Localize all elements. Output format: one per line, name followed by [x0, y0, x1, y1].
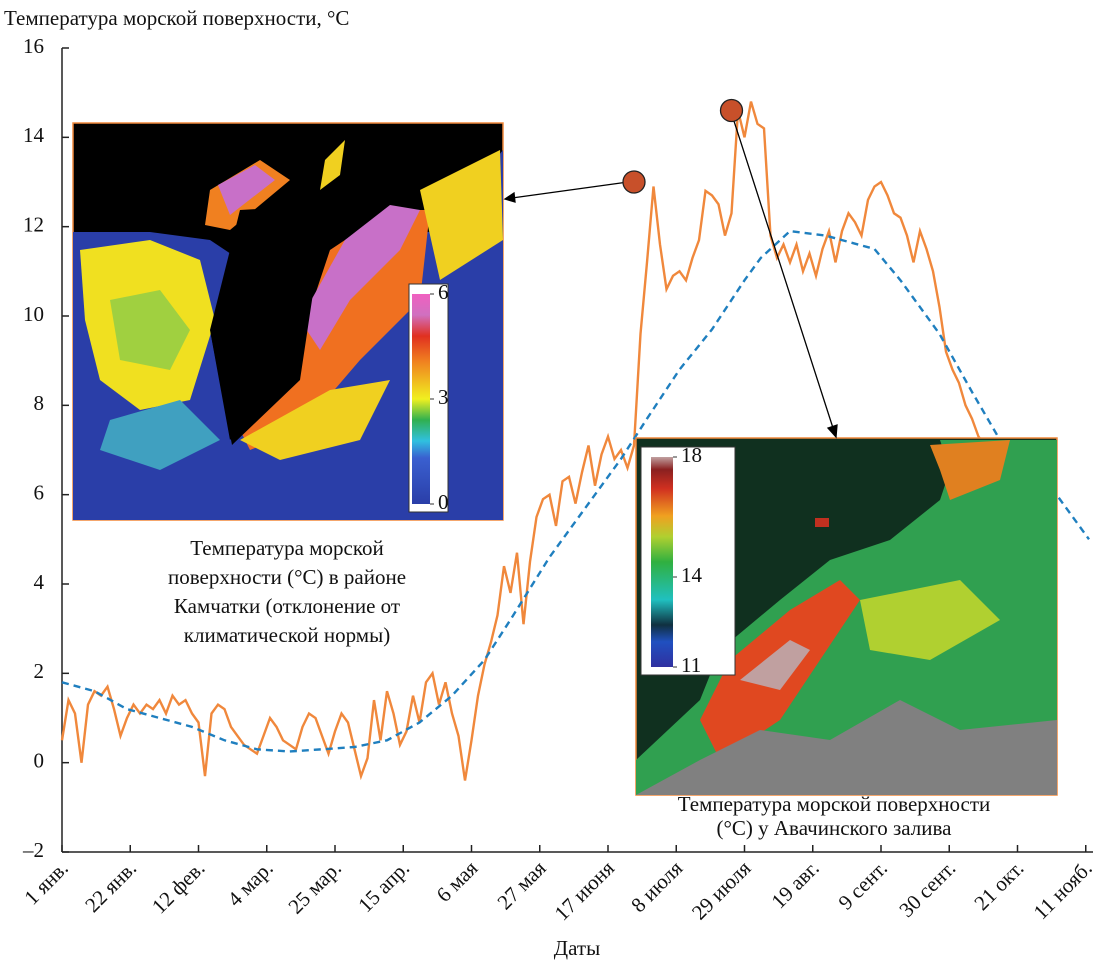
colorbar-tick-label: 6 [438, 280, 449, 304]
highlight-point [721, 100, 743, 122]
colorbar-tick-label: 3 [438, 385, 449, 409]
marker-group [623, 100, 743, 193]
colorbar [651, 457, 673, 667]
y-tick-label: 4 [34, 570, 45, 594]
inset-caption: поверхности (°C) в районе [168, 565, 406, 589]
x-tick-label: 1 янв. [19, 856, 73, 910]
x-tick-label: 17 июня [550, 856, 620, 926]
y-tick-label: 12 [23, 212, 44, 236]
x-tick-label: 15 апр. [353, 856, 414, 917]
x-tick-label: 9 сент. [833, 856, 892, 915]
colorbar-tick-label: 0 [438, 490, 449, 514]
page: Температура морской поверхности, °C Даты [0, 0, 1096, 971]
inset-caption: климатической нормы) [184, 623, 390, 647]
x-tick-label: 12 фев. [147, 856, 209, 918]
inset-caption: (°C) у Авачинского залива [717, 816, 953, 840]
x-axis-label: Даты [554, 936, 600, 960]
y-tick-label: 14 [23, 123, 45, 147]
y-tick-label: 6 [34, 480, 45, 504]
x-tick-label: 11 нояб. [1029, 856, 1096, 924]
y-tick-label: 10 [23, 302, 44, 326]
colorbar [412, 294, 430, 504]
chart: Температура морской поверхности, °C Даты [0, 0, 1096, 971]
y-tick-label: –2 [22, 838, 44, 862]
x-tick-label: 29 июля [687, 856, 756, 925]
highlight-point [623, 171, 645, 193]
y-tick-label: 8 [34, 391, 45, 415]
x-tick-label: 27 мая [492, 856, 550, 914]
x-tick-label: 4 мар. [223, 856, 278, 911]
x-tick-label: 25 мар. [283, 856, 346, 919]
x-tick-label: 6 мая [432, 856, 483, 907]
x-tick-label: 21 окт. [969, 856, 1028, 915]
y-tick-label: 0 [34, 748, 45, 772]
x-tick-label: 22 янв. [80, 856, 141, 917]
y-axis-label: Температура морской поверхности, °C [4, 6, 349, 30]
x-tick-label: 8 июля [626, 856, 687, 917]
inset-caption: Камчатки (отклонение от [174, 594, 400, 618]
y-tick-label: 2 [34, 659, 45, 683]
colorbar-tick-label: 11 [681, 653, 701, 677]
colorbar-tick-label: 14 [681, 563, 703, 587]
y-tick-label: 16 [23, 34, 44, 58]
inset-caption: Температура морской поверхности [678, 792, 991, 816]
colorbar-tick-label: 18 [681, 443, 702, 467]
x-tick-label: 19 авг. [766, 856, 823, 913]
inset-caption: Температура морской [190, 536, 383, 560]
x-tick-label: 30 сент. [894, 856, 960, 922]
